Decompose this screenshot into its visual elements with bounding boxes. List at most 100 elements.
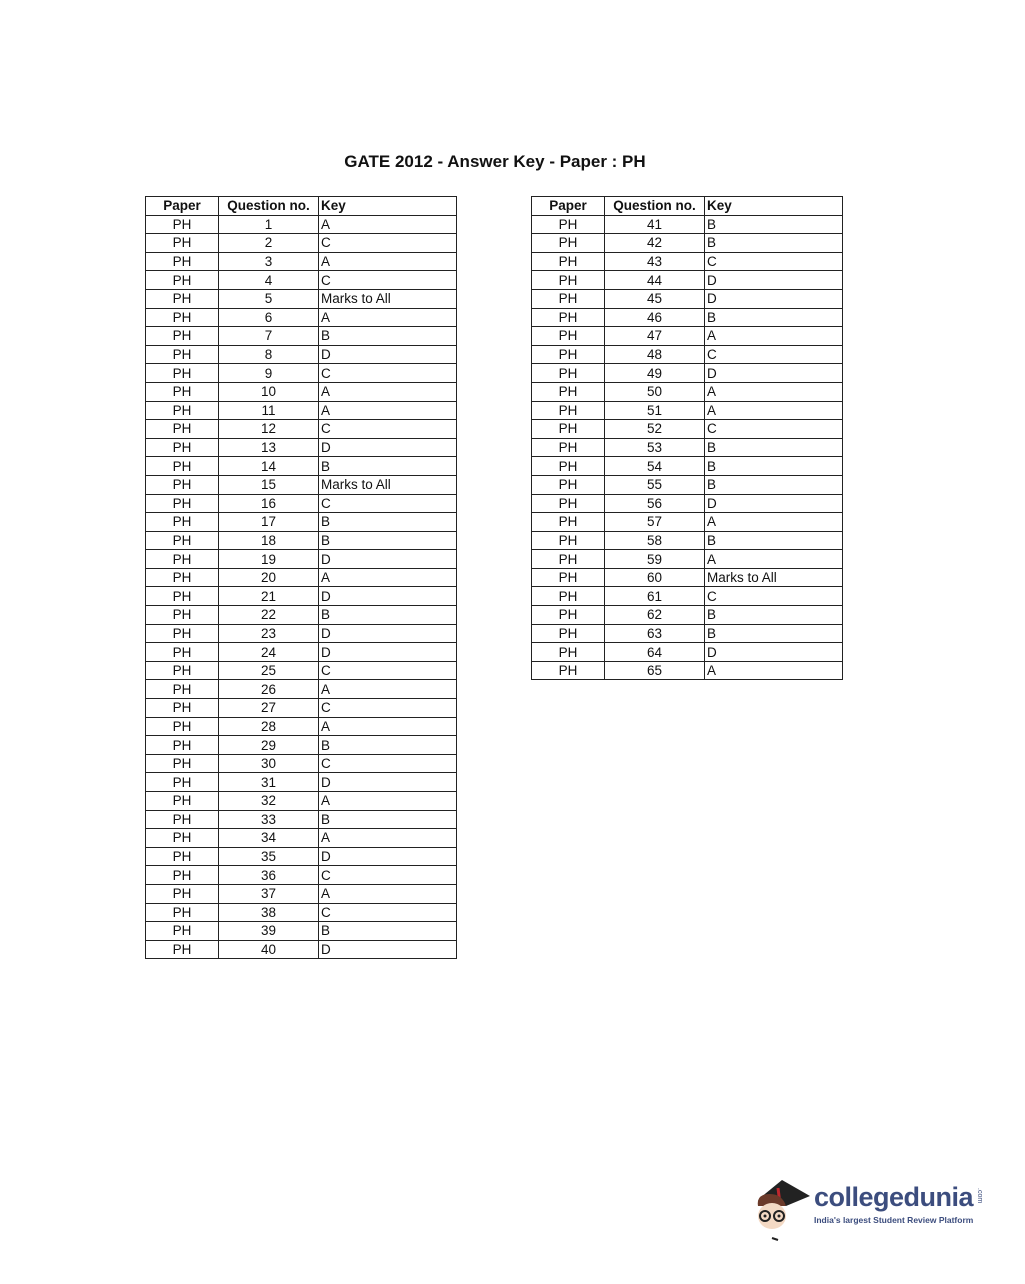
- cell-question-no: 63: [604, 623, 705, 644]
- cell-question-no: 23: [218, 623, 319, 644]
- cell-paper: PH: [145, 809, 219, 830]
- cell-question-no: 39: [218, 921, 319, 941]
- cell-paper: PH: [531, 344, 605, 365]
- cell-key: C: [318, 660, 457, 681]
- cell-paper: PH: [145, 326, 219, 346]
- cell-paper: PH: [531, 474, 605, 495]
- header-key: Key: [704, 196, 843, 216]
- cell-question-no: 6: [218, 307, 319, 328]
- logo-word-row: collegedunia .com: [814, 1182, 983, 1212]
- cell-paper: PH: [531, 307, 605, 328]
- page-title: GATE 2012 - Answer Key - Paper : PH: [344, 152, 646, 171]
- cell-question-no: 32: [218, 791, 319, 811]
- cell-key: A: [318, 381, 457, 402]
- cell-key: D: [318, 344, 457, 365]
- table-row: PH 9 C: [145, 363, 457, 383]
- cell-paper: PH: [531, 512, 605, 532]
- cell-paper: PH: [145, 288, 219, 309]
- cell-key: A: [318, 791, 457, 811]
- table-row: PH 25 C: [145, 660, 457, 681]
- table-row: PH 7 B: [145, 326, 457, 346]
- table-row: PH 13 D: [145, 437, 457, 458]
- table-row: PH 18 B: [145, 530, 457, 551]
- cell-question-no: 5: [218, 288, 319, 309]
- cell-question-no: 25: [218, 660, 319, 681]
- table-row: PH 21 D: [145, 586, 457, 607]
- cell-paper: PH: [145, 456, 219, 476]
- table-row: PH 48 C: [531, 344, 843, 365]
- cell-paper: PH: [145, 567, 219, 588]
- table-row: PH 34 A: [145, 828, 457, 848]
- header-question-no: Question no.: [218, 196, 319, 216]
- cell-paper: PH: [145, 883, 219, 904]
- table-row: PH 3 A: [145, 251, 457, 272]
- cell-paper: PH: [145, 400, 219, 421]
- cell-paper: PH: [531, 623, 605, 644]
- table-row: PH 35 D: [145, 846, 457, 867]
- cell-question-no: 59: [604, 549, 705, 569]
- cell-key: C: [318, 698, 457, 718]
- table-row: PH 16 C: [145, 493, 457, 514]
- cell-key: C: [704, 251, 843, 272]
- cell-key: D: [318, 586, 457, 607]
- table-row: PH 41 B: [531, 214, 843, 235]
- cell-paper: PH: [145, 828, 219, 848]
- cell-key: A: [704, 512, 843, 532]
- cell-paper: PH: [145, 902, 219, 923]
- cell-question-no: 30: [218, 753, 319, 774]
- cell-key: B: [318, 456, 457, 476]
- cell-paper: PH: [531, 270, 605, 290]
- table-row: PH 5 Marks to All: [145, 288, 457, 309]
- header-paper: Paper: [531, 196, 605, 216]
- table-row: PH 51 A: [531, 400, 843, 421]
- table-row: PH 4 C: [145, 270, 457, 290]
- logo-tagline: India's largest Student Review Platform: [814, 1215, 974, 1225]
- cell-paper: PH: [145, 698, 219, 718]
- cell-question-no: 40: [218, 939, 319, 960]
- table-row: PH 38 C: [145, 902, 457, 923]
- cell-question-no: 3: [218, 251, 319, 272]
- cell-paper: PH: [145, 419, 219, 439]
- cell-paper: PH: [531, 642, 605, 662]
- cell-key: C: [318, 363, 457, 383]
- cell-key: B: [704, 214, 843, 235]
- cell-question-no: 44: [604, 270, 705, 290]
- cell-question-no: 37: [218, 883, 319, 904]
- cell-question-no: 22: [218, 605, 319, 625]
- table-row: PH 54 B: [531, 456, 843, 476]
- table-row: PH 8 D: [145, 344, 457, 365]
- cell-question-no: 1: [218, 214, 319, 235]
- table-row: PH 23 D: [145, 623, 457, 644]
- cell-paper: PH: [145, 716, 219, 737]
- cell-question-no: 38: [218, 902, 319, 923]
- cell-paper: PH: [145, 363, 219, 383]
- cell-paper: PH: [531, 214, 605, 235]
- cell-question-no: 65: [604, 660, 705, 681]
- cell-paper: PH: [145, 846, 219, 867]
- table-row: PH 24 D: [145, 642, 457, 662]
- table-row: PH 28 A: [145, 716, 457, 737]
- cell-question-no: 14: [218, 456, 319, 476]
- table-row: PH 36 C: [145, 865, 457, 885]
- table-row: PH 2 C: [145, 233, 457, 253]
- cell-question-no: 64: [604, 642, 705, 662]
- cell-paper: PH: [145, 791, 219, 811]
- cell-question-no: 10: [218, 381, 319, 402]
- cell-key: B: [318, 605, 457, 625]
- table-row: PH 14 B: [145, 456, 457, 476]
- cell-paper: PH: [145, 865, 219, 885]
- table-header-row: Paper Question no. Key: [145, 196, 457, 216]
- cell-paper: PH: [145, 679, 219, 700]
- cell-key: B: [704, 307, 843, 328]
- cell-key: B: [704, 623, 843, 644]
- answer-key-table-left: Paper Question no. Key PH 1 A PH 2 C PH 3 A PH 4 C P…: [145, 196, 457, 960]
- cell-paper: PH: [531, 419, 605, 439]
- table-row: PH 56 D: [531, 493, 843, 514]
- cell-paper: PH: [145, 214, 219, 235]
- cell-paper: PH: [531, 605, 605, 625]
- header-paper: Paper: [145, 196, 219, 216]
- cell-question-no: 41: [604, 214, 705, 235]
- cell-key: B: [318, 809, 457, 830]
- cell-key: C: [318, 753, 457, 774]
- cell-paper: PH: [145, 437, 219, 458]
